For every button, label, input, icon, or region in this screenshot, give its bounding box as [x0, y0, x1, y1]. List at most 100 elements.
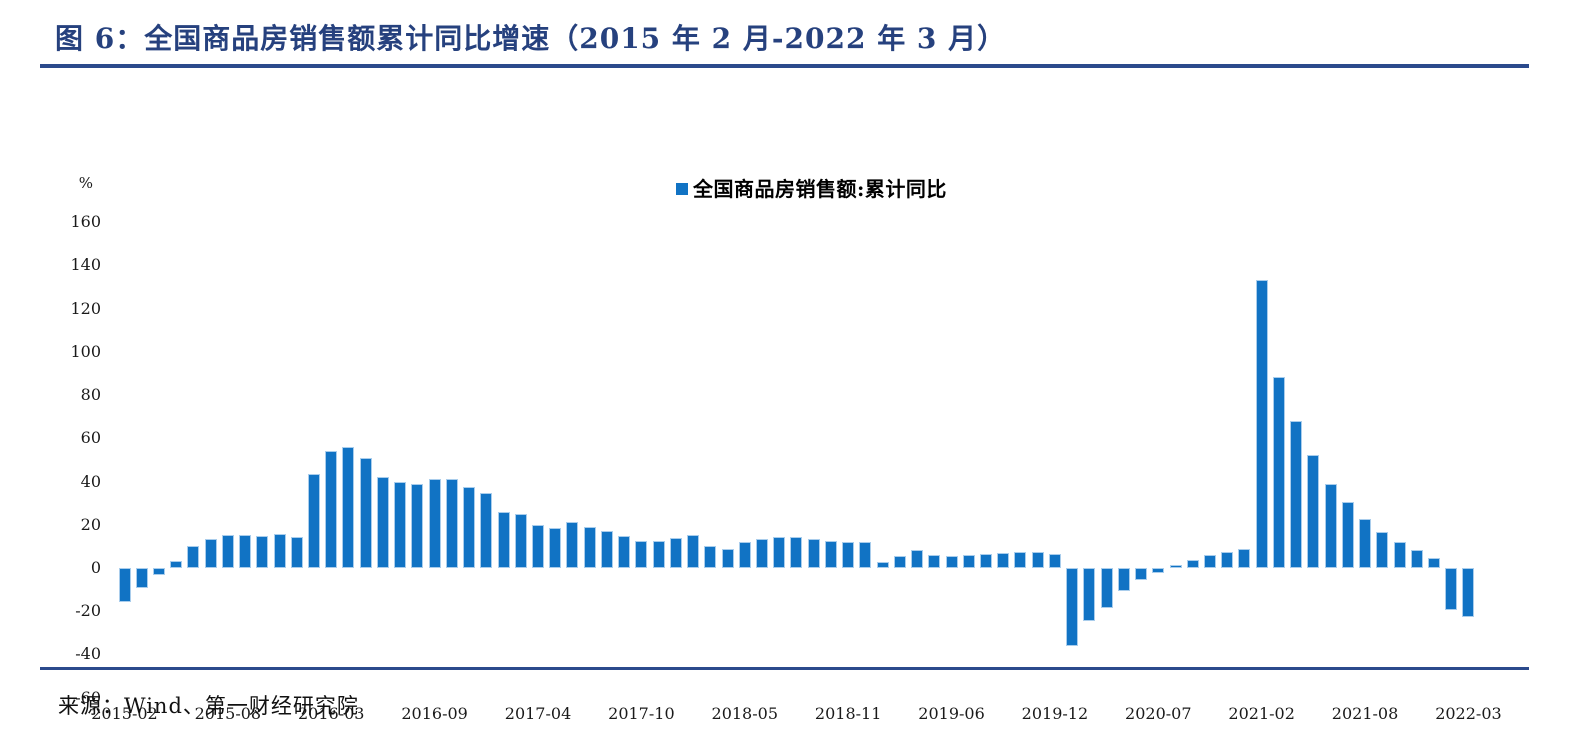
bar — [893, 555, 906, 568]
bar — [911, 550, 924, 568]
bar — [721, 548, 734, 568]
x-tick-label: 2022-03 — [1435, 704, 1502, 723]
y-tick-label: 160 — [70, 212, 101, 232]
bar — [1393, 542, 1406, 568]
y-tick-label: 100 — [70, 341, 101, 361]
bar — [790, 536, 803, 568]
y-tick-label: 80 — [80, 385, 101, 405]
bar — [239, 534, 252, 568]
bar — [1048, 553, 1061, 568]
x-tick-label: 2018-11 — [814, 704, 882, 723]
x-tick-label: 2021-08 — [1331, 704, 1399, 723]
bar — [928, 554, 941, 568]
x-tick-label: 2018-05 — [711, 704, 778, 723]
bar — [1221, 552, 1234, 568]
bar — [1135, 568, 1148, 580]
y-tick-label: 40 — [80, 471, 101, 491]
bar — [1307, 454, 1320, 568]
bar — [1290, 420, 1303, 568]
bar — [1031, 552, 1044, 568]
bar — [445, 478, 458, 568]
y-tick-label: -60 — [75, 687, 101, 707]
bar — [824, 540, 837, 568]
bar — [1203, 555, 1216, 568]
figure-title: 图 6：全国商品房销售额累计同比增速（2015 年 2 月-2022 年 3 月… — [55, 22, 1007, 55]
title-divider — [40, 64, 1529, 68]
bar — [376, 477, 389, 568]
bar — [669, 538, 682, 568]
bar — [256, 535, 269, 568]
bar — [1324, 483, 1337, 568]
x-tick-label: 2020-07 — [1125, 704, 1192, 723]
bar — [308, 473, 321, 568]
bar — [1376, 532, 1389, 568]
bar — [1341, 501, 1354, 568]
x-tick-label: 2016-09 — [401, 704, 468, 723]
source-text: 来源：Wind、第一财经研究院 — [58, 694, 359, 718]
bar — [428, 478, 441, 568]
x-tick-label: 2019-12 — [1021, 704, 1089, 723]
bar — [1152, 568, 1165, 573]
bar — [687, 534, 700, 568]
legend: 全国商品房销售额:累计同比 — [676, 173, 947, 202]
bar — [859, 541, 872, 568]
bar — [359, 458, 372, 568]
bar — [807, 539, 820, 568]
bar — [1169, 564, 1182, 568]
y-tick-label: 60 — [80, 428, 101, 448]
bar — [1410, 549, 1423, 568]
bar — [514, 513, 527, 568]
bar — [1462, 568, 1475, 618]
chart-area: 全国商品房销售额:累计同比 % 160 140 120 100 80 60 40 20 0 -20… — [0, 80, 1578, 723]
y-axis-unit: % — [78, 174, 93, 192]
bar — [273, 534, 286, 568]
legend-label: 全国商品房销售额:累计同比 — [693, 177, 947, 201]
bar — [600, 530, 613, 568]
bar — [1100, 568, 1113, 609]
bar — [411, 484, 424, 568]
bar — [583, 527, 596, 568]
bar — [221, 534, 234, 568]
bar — [738, 542, 751, 568]
bar — [635, 540, 648, 568]
bar — [566, 521, 579, 568]
bar — [980, 553, 992, 568]
legend-marker-icon — [676, 182, 688, 195]
bar — [1427, 557, 1440, 568]
bar — [1186, 560, 1199, 568]
bar — [1255, 279, 1268, 568]
x-tick-label: 2016-03 — [298, 704, 365, 723]
bar — [618, 536, 631, 568]
bar — [1117, 568, 1130, 591]
x-tick-label: 2019-06 — [918, 704, 985, 723]
bar — [1014, 552, 1027, 568]
y-tick-label: 20 — [80, 514, 101, 534]
y-tick-label: 120 — [70, 298, 101, 318]
y-tick-label: 0 — [90, 558, 101, 577]
bar — [842, 541, 855, 568]
y-tick-label: -40 — [75, 644, 101, 664]
bar — [997, 552, 1010, 568]
bar — [1272, 376, 1285, 568]
x-tick-label: 2017-10 — [608, 704, 675, 723]
bar — [204, 539, 217, 568]
bar — [1445, 568, 1458, 610]
bar — [463, 486, 476, 568]
bar — [1359, 518, 1372, 568]
bar — [945, 555, 958, 568]
x-tick-label: 2017-04 — [504, 704, 572, 723]
bar — [342, 447, 355, 568]
bar — [1083, 568, 1096, 622]
bar — [532, 524, 545, 568]
bar — [135, 568, 148, 589]
bar — [704, 545, 717, 568]
bar — [1238, 549, 1251, 568]
bar — [773, 536, 786, 568]
y-tick-label: 140 — [70, 255, 101, 275]
bar — [480, 492, 493, 568]
bar — [962, 554, 975, 568]
bar — [549, 527, 562, 568]
bar — [497, 511, 510, 568]
bar — [876, 561, 889, 568]
